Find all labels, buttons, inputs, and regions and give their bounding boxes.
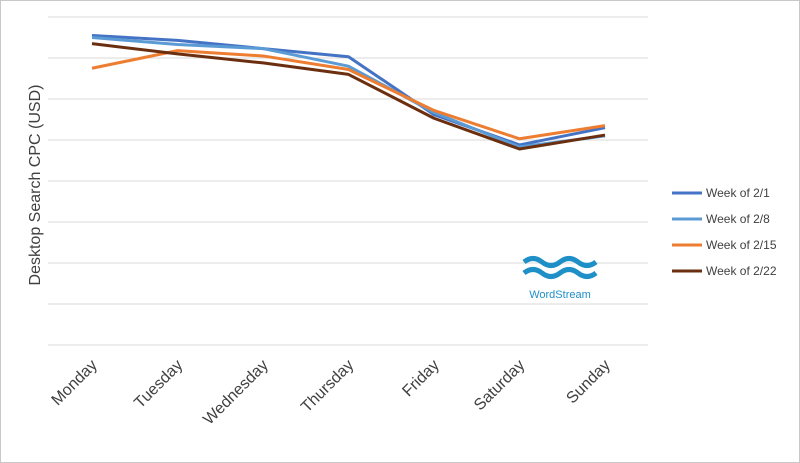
legend-label: Week of 2/1 [706,186,770,200]
logo-text: WordStream [529,289,591,301]
legend-label: Week of 2/15 [706,238,777,252]
x-tick-label: Wednesday [200,357,272,429]
series-line-4 [91,42,606,151]
wave-logo-icon [522,256,598,279]
x-tick-label: Tuesday [131,357,186,412]
legend-label: Week of 2/8 [706,212,770,226]
y-axis-label: Desktop Search CPC (USD) [27,85,44,286]
legend-label: Week of 2/22 [706,264,777,278]
series-line-3 [91,49,606,141]
series-line-2 [91,36,606,149]
x-tick-label: Thursday [298,357,357,416]
x-tick-label: Friday [399,357,442,400]
series-line-1 [91,33,606,147]
x-tick-label: Sunday [563,357,613,407]
legend: Week of 2/1 Week of 2/8 Week of 2/15 Week o… [672,186,777,278]
x-tick-labels: Monday Tuesday Wednesday Thursday Friday Satu… [49,357,614,429]
x-tick-label: Saturday [471,357,528,414]
series-lines [91,33,606,151]
x-tick-label: Monday [49,357,101,409]
wordstream-logo: WordStream [522,256,598,301]
